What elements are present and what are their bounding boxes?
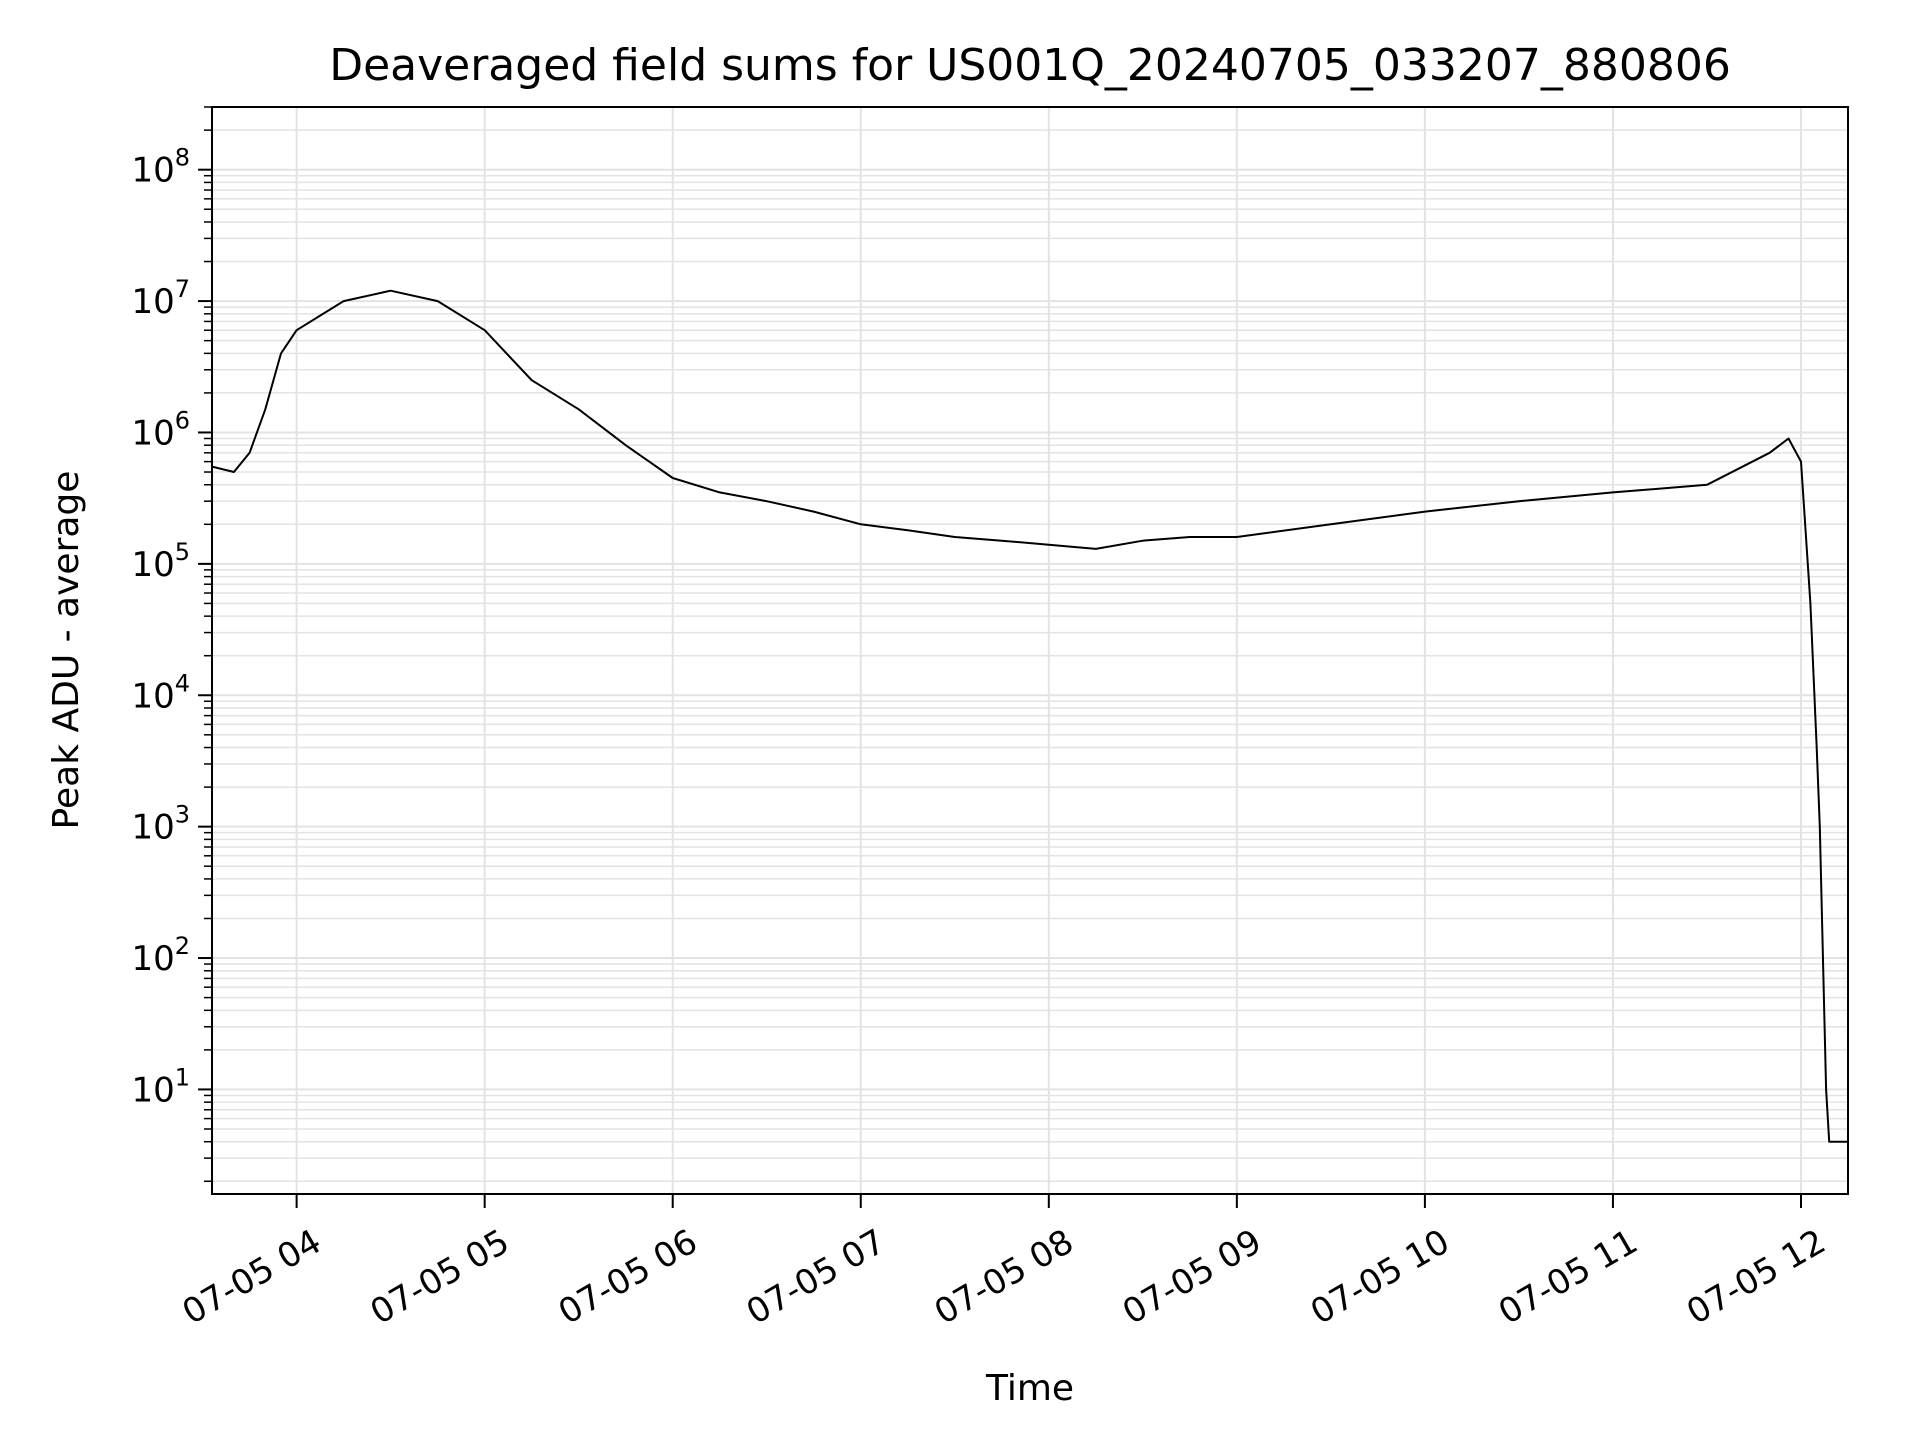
x-tick-label-group: 07-05 10 (1304, 1222, 1456, 1333)
y-tick-label: 108 (131, 144, 190, 191)
x-tick-label-group: 07-05 12 (1680, 1222, 1832, 1333)
x-axis-label: Time (985, 1368, 1074, 1409)
x-tick-label-group: 07-05 07 (740, 1222, 892, 1333)
x-tick-label: 07-05 10 (1304, 1222, 1456, 1333)
x-tick-label-group: 07-05 08 (928, 1222, 1080, 1333)
y-axis: 101 102 103 104 105 106 107 108 (131, 106, 212, 1183)
y-axis-label: Peak ADU - average (46, 471, 87, 830)
y-tick-label: 103 (131, 801, 190, 848)
x-tick-label-group: 07-05 09 (1116, 1222, 1268, 1333)
series-line (211, 289, 1848, 1143)
x-tick-label: 07-05 04 (176, 1222, 328, 1333)
x-tick-label-group: 07-05 11 (1492, 1222, 1644, 1333)
grid-major-lines (212, 107, 1848, 1194)
y-tick-label: 105 (131, 538, 190, 585)
x-tick-label: 07-05 06 (552, 1222, 704, 1333)
plot-frame (211, 106, 1849, 1195)
grid-minor-lines (212, 106, 1848, 1183)
x-axis: 07-05 04 07-05 05 07-05 06 07-05 07 07-05 08… (176, 1194, 1832, 1333)
x-tick-label: 07-05 12 (1680, 1222, 1832, 1333)
y-tick-label: 107 (131, 275, 190, 322)
y-tick-label: 101 (131, 1063, 190, 1110)
y-tick-label: 102 (131, 932, 190, 979)
y-tick-label: 104 (131, 669, 190, 716)
x-tick-label-group: 07-05 06 (552, 1222, 704, 1333)
x-tick-label: 07-05 08 (928, 1222, 1080, 1333)
series-group (211, 289, 1848, 1143)
chart-title: Deaveraged field sums for US001Q_2024070… (329, 40, 1731, 91)
x-tick-label: 07-05 11 (1492, 1222, 1644, 1333)
x-tick-label: 07-05 07 (740, 1222, 892, 1333)
x-tick-label-group: 07-05 05 (364, 1222, 516, 1333)
x-tick-label: 07-05 05 (364, 1222, 516, 1333)
x-tick-label-group: 07-05 04 (176, 1222, 328, 1333)
x-tick-label: 07-05 09 (1116, 1222, 1268, 1333)
y-tick-label: 106 (131, 406, 190, 453)
